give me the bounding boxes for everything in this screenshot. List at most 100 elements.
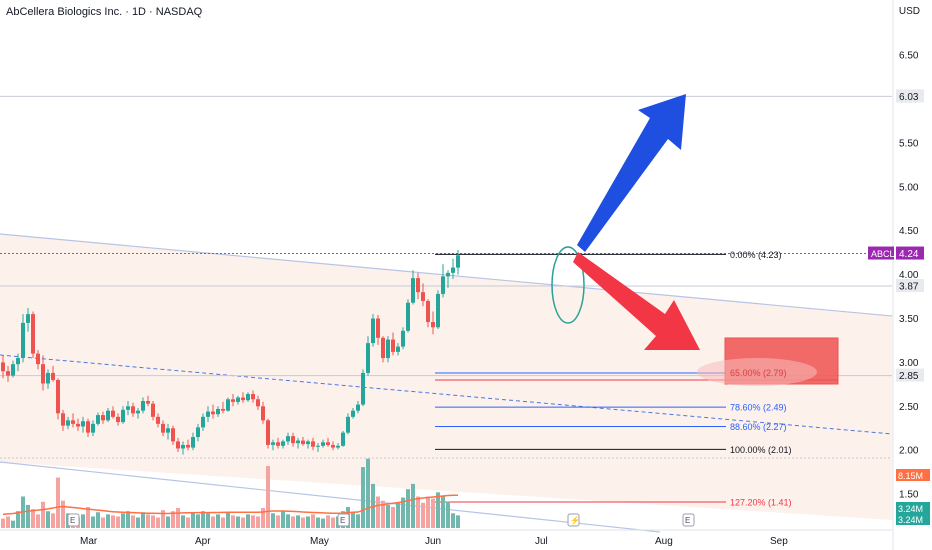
y-tick-label-6: 3.50 bbox=[899, 314, 919, 325]
volume-bar-78 bbox=[391, 507, 395, 528]
volume-bar-61 bbox=[306, 516, 310, 528]
candle-body-27 bbox=[136, 410, 140, 414]
volume-bar-5 bbox=[26, 504, 30, 528]
event-marker-2[interactable] bbox=[567, 513, 580, 527]
volume-bar-45 bbox=[226, 512, 230, 528]
volume-bar-27 bbox=[136, 517, 140, 528]
volume-bar-76 bbox=[381, 500, 385, 528]
volume-bar-0 bbox=[1, 518, 5, 528]
volume-badge-1 bbox=[896, 502, 930, 514]
price-badge-1 bbox=[896, 246, 924, 260]
event-marker-label-2: ⚡ bbox=[570, 515, 580, 525]
volume-bar-3 bbox=[16, 511, 20, 528]
volume-bar-26 bbox=[131, 515, 135, 528]
event-marker-1[interactable] bbox=[337, 513, 350, 527]
volume-bar-84 bbox=[421, 502, 425, 528]
candle-body-56 bbox=[281, 441, 285, 446]
x-tick-label-0: Mar bbox=[80, 536, 98, 547]
candle-body-78 bbox=[391, 339, 395, 352]
candle-body-29 bbox=[146, 401, 150, 404]
candle-body-21 bbox=[106, 410, 110, 421]
volume-bar-63 bbox=[316, 517, 320, 528]
y-tick-label-3: 5.00 bbox=[899, 182, 919, 193]
candle-body-4 bbox=[21, 322, 25, 359]
candle-body-1 bbox=[6, 371, 10, 376]
volume-bar-50 bbox=[251, 515, 255, 528]
candle-body-62 bbox=[311, 441, 315, 447]
event-marker-label-0: E bbox=[70, 516, 75, 525]
y-tick-label-2: 5.50 bbox=[899, 138, 919, 149]
candle-body-40 bbox=[201, 416, 205, 428]
volume-bar-34 bbox=[171, 511, 175, 528]
volume-bar-52 bbox=[261, 508, 265, 528]
price-badge-label-3: 2.85 bbox=[899, 371, 919, 382]
candle-body-65 bbox=[326, 442, 330, 445]
price-badge-label-2: 3.87 bbox=[899, 282, 919, 293]
volume-bar-49 bbox=[246, 514, 250, 528]
red-arrow bbox=[573, 252, 700, 350]
candle-body-20 bbox=[101, 415, 105, 421]
volume-bar-47 bbox=[236, 516, 240, 528]
candle-body-34 bbox=[171, 428, 175, 442]
volume-bar-58 bbox=[291, 516, 295, 528]
price-badge-label-0: 6.03 bbox=[899, 92, 919, 103]
candle-body-37 bbox=[186, 444, 190, 448]
x-tick-label-1: Apr bbox=[195, 536, 211, 547]
volume-bar-25 bbox=[126, 511, 130, 528]
candle-body-60 bbox=[301, 440, 305, 445]
volume-bar-43 bbox=[216, 514, 220, 528]
volume-bar-81 bbox=[406, 489, 410, 528]
volume-bar-2 bbox=[11, 520, 15, 528]
candle-body-74 bbox=[371, 318, 375, 344]
candle-body-22 bbox=[111, 410, 115, 417]
candle-body-73 bbox=[366, 343, 370, 373]
candle-body-35 bbox=[176, 441, 180, 449]
volume-badge-2 bbox=[896, 513, 930, 525]
highlight-ellipse bbox=[551, 246, 585, 324]
candle-body-83 bbox=[416, 278, 420, 293]
candle-body-8 bbox=[41, 364, 45, 384]
candle-body-42 bbox=[211, 411, 215, 415]
volume-bar-29 bbox=[146, 514, 150, 528]
price-badge-0 bbox=[896, 89, 924, 103]
volume-bar-77 bbox=[386, 504, 390, 528]
fib-label-3: 88.60% (2.27) bbox=[730, 422, 787, 432]
candle-body-87 bbox=[436, 293, 440, 328]
volume-bar-19 bbox=[96, 512, 100, 528]
x-tick-label-3: Jun bbox=[425, 536, 441, 547]
volume-bar-9 bbox=[46, 511, 50, 528]
candle-body-67 bbox=[336, 445, 340, 448]
volume-bar-31 bbox=[156, 517, 160, 528]
candle-body-70 bbox=[351, 410, 355, 417]
event-marker-label-1: E bbox=[340, 516, 345, 525]
candle-body-14 bbox=[71, 420, 75, 424]
candle-body-63 bbox=[316, 445, 320, 447]
event-marker-0[interactable] bbox=[67, 513, 80, 527]
candle-body-24 bbox=[121, 409, 125, 423]
price-badge-3 bbox=[896, 368, 924, 382]
candle-body-36 bbox=[181, 444, 185, 449]
candle-body-53 bbox=[266, 420, 270, 445]
candle-body-16 bbox=[81, 421, 85, 427]
volume-bar-66 bbox=[331, 517, 335, 528]
candle-body-58 bbox=[291, 436, 295, 444]
volume-bar-72 bbox=[361, 467, 365, 528]
candle-body-32 bbox=[161, 423, 165, 433]
volume-bar-24 bbox=[121, 513, 125, 528]
y-tick-label-0: 6.50 bbox=[899, 51, 919, 62]
candle-body-48 bbox=[241, 397, 245, 401]
candle-body-85 bbox=[426, 300, 430, 323]
x-tick-label-6: Sep bbox=[770, 536, 788, 547]
y-tick-label-4: 4.50 bbox=[899, 226, 919, 237]
candle-body-75 bbox=[376, 318, 380, 338]
candle-body-88 bbox=[441, 276, 445, 294]
volume-bar-71 bbox=[356, 514, 360, 528]
volume-bar-30 bbox=[151, 515, 155, 528]
fib-label-0: 0.00% (4.23) bbox=[730, 250, 782, 260]
candle-body-28 bbox=[141, 401, 145, 411]
volume-bar-83 bbox=[416, 496, 420, 528]
chart-title: AbCellera Biologics Inc. · 1D · NASDAQ bbox=[6, 6, 203, 18]
event-marker-3[interactable] bbox=[682, 513, 695, 527]
